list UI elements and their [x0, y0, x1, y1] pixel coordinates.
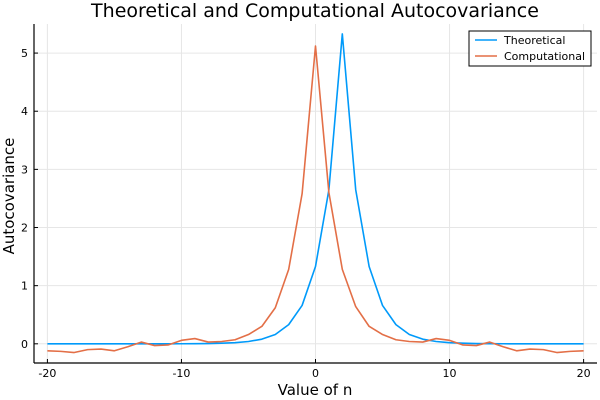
- legend-box: [468, 30, 592, 67]
- x-tick-label: -10: [172, 367, 190, 380]
- grid: [34, 24, 597, 363]
- x-tick-label: -20: [38, 367, 56, 380]
- series-line-computational: [47, 45, 584, 354]
- x-tick-label: 20: [577, 367, 591, 380]
- axes: -20 -10 0 10 20 0 1 2 3 4 5: [21, 24, 597, 380]
- y-tick-label: 5: [21, 47, 28, 60]
- y-tick-label: 3: [21, 163, 28, 176]
- legend: Theoretical Computational: [468, 30, 592, 67]
- y-tick-label: 1: [21, 280, 28, 293]
- chart-title: Theoretical and Computational Autocovari…: [90, 0, 539, 22]
- legend-label-theoretical: Theoretical: [503, 34, 565, 47]
- x-axis-title: Value of n: [278, 381, 353, 399]
- series-lines: [47, 33, 584, 354]
- y-tick-label: 4: [21, 105, 28, 118]
- y-tick-label: 0: [21, 338, 28, 351]
- x-tick-label: 0: [312, 367, 319, 380]
- legend-label-computational: Computational: [504, 50, 585, 63]
- y-tick-label: 2: [21, 222, 28, 235]
- x-tick-label: 10: [443, 367, 457, 380]
- y-axis-title: Autocovariance: [0, 138, 18, 255]
